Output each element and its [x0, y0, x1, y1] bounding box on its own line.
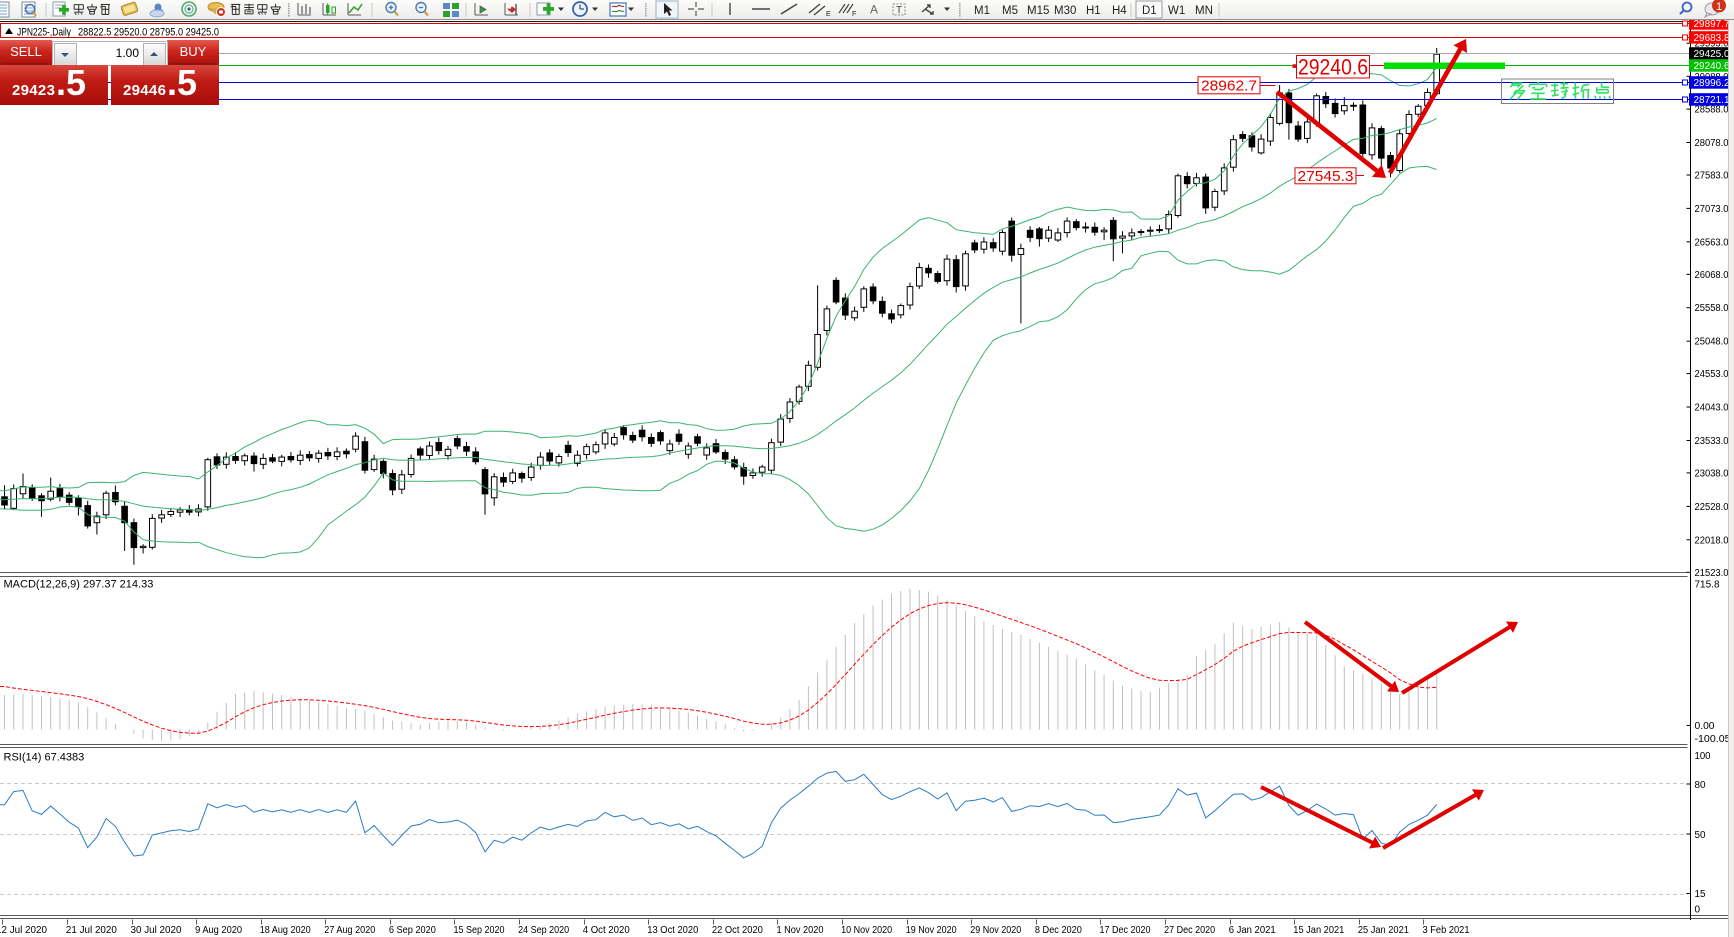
svg-text:23038.0: 23038.0: [1695, 468, 1729, 479]
svg-text:H1: H1: [1086, 5, 1101, 17]
svg-text:28996.2: 28996.2: [1694, 78, 1730, 89]
svg-text:M5: M5: [1002, 5, 1018, 17]
svg-text:18 Aug 2020: 18 Aug 2020: [260, 924, 311, 936]
svg-text:80: 80: [1695, 780, 1706, 791]
svg-text:29897.7: 29897.7: [1694, 19, 1730, 30]
svg-text:JPN225-,Daily: JPN225-,Daily: [17, 27, 71, 39]
svg-text:26068.0: 26068.0: [1695, 270, 1729, 281]
svg-text:27 Dec 2020: 27 Dec 2020: [1164, 924, 1215, 936]
svg-text:50: 50: [1695, 830, 1706, 841]
svg-text:6 Jan 2021: 6 Jan 2021: [1229, 924, 1276, 936]
svg-text:28078.0: 28078.0: [1695, 138, 1729, 149]
svg-text:715.8: 715.8: [1695, 580, 1720, 591]
svg-text:13 Oct 2020: 13 Oct 2020: [647, 924, 698, 936]
svg-text:29683.8: 29683.8: [1694, 33, 1730, 44]
svg-text:29593.0: 29593.0: [1695, 39, 1729, 50]
svg-text:12 Jul 2020: 12 Jul 2020: [0, 924, 47, 936]
svg-text:29 Nov 2020: 29 Nov 2020: [970, 924, 1021, 936]
svg-text:24553.0: 24553.0: [1695, 369, 1729, 380]
svg-text:4 Oct 2020: 4 Oct 2020: [583, 924, 630, 936]
svg-text:0.00: 0.00: [1695, 721, 1715, 732]
svg-text:22018.0: 22018.0: [1695, 535, 1729, 546]
svg-text:25048.0: 25048.0: [1695, 337, 1729, 348]
svg-text:1: 1: [1716, 1, 1722, 13]
svg-text:28962.7: 28962.7: [1201, 78, 1257, 95]
svg-text:MACD(12,26,9) 297.37 214.33: MACD(12,26,9) 297.37 214.33: [4, 579, 154, 591]
svg-text:6 Sep 2020: 6 Sep 2020: [389, 924, 436, 936]
svg-text:27545.3: 27545.3: [1298, 168, 1354, 185]
svg-text:24 Sep 2020: 24 Sep 2020: [518, 924, 569, 936]
svg-text:29240.6: 29240.6: [1694, 61, 1730, 72]
svg-text:8 Dec 2020: 8 Dec 2020: [1035, 924, 1082, 936]
svg-text:A: A: [870, 3, 878, 17]
svg-text:M30: M30: [1054, 5, 1076, 17]
svg-text:RSI(14) 67.4383: RSI(14) 67.4383: [4, 752, 85, 764]
svg-text:100: 100: [1695, 751, 1711, 762]
svg-text:17 Dec 2020: 17 Dec 2020: [1100, 924, 1151, 936]
svg-text:1 Nov 2020: 1 Nov 2020: [777, 924, 824, 936]
svg-text:E: E: [826, 11, 831, 18]
svg-text:MN: MN: [1195, 5, 1213, 17]
svg-text:3 Feb 2021: 3 Feb 2021: [1423, 924, 1470, 936]
svg-text:15 Sep 2020: 15 Sep 2020: [454, 924, 505, 936]
svg-text:25 Jan 2021: 25 Jan 2021: [1358, 924, 1409, 936]
svg-text:F: F: [852, 11, 856, 18]
svg-text:28822.5 29520.0 28795.0 29425.: 28822.5 29520.0 28795.0 29425.0: [78, 27, 219, 39]
svg-text:27583.0: 27583.0: [1695, 171, 1729, 182]
svg-text:28588.0: 28588.0: [1695, 105, 1729, 116]
svg-text:19 Nov 2020: 19 Nov 2020: [906, 924, 957, 936]
svg-text:10 Nov 2020: 10 Nov 2020: [841, 924, 892, 936]
svg-text:21 Jul 2020: 21 Jul 2020: [66, 924, 117, 936]
svg-text:27073.0: 27073.0: [1695, 204, 1729, 215]
svg-text:27 Aug 2020: 27 Aug 2020: [324, 924, 375, 936]
svg-text:0: 0: [1695, 905, 1701, 916]
svg-text:23533.0: 23533.0: [1695, 436, 1729, 447]
svg-text:24043.0: 24043.0: [1695, 403, 1729, 414]
svg-text:29425.0: 29425.0: [1694, 49, 1730, 60]
svg-text:15 Jan 2021: 15 Jan 2021: [1293, 924, 1344, 936]
svg-text:H4: H4: [1112, 5, 1127, 17]
svg-text:M1: M1: [974, 5, 990, 17]
svg-text:M15: M15: [1027, 5, 1049, 17]
svg-text:W1: W1: [1168, 5, 1185, 17]
svg-text:22 Oct 2020: 22 Oct 2020: [712, 924, 763, 936]
svg-text:26563.0: 26563.0: [1695, 237, 1729, 248]
svg-text:-100.05: -100.05: [1695, 734, 1731, 745]
svg-text:D1: D1: [1142, 5, 1157, 17]
svg-text:25558.0: 25558.0: [1695, 303, 1729, 314]
svg-text:21523.0: 21523.0: [1695, 568, 1729, 579]
svg-text:29240.6: 29240.6: [1298, 55, 1368, 80]
svg-text:15: 15: [1695, 889, 1706, 900]
svg-text:30 Jul 2020: 30 Jul 2020: [131, 924, 182, 936]
svg-text:28721.1: 28721.1: [1694, 95, 1730, 106]
svg-text:9 Aug 2020: 9 Aug 2020: [195, 924, 242, 936]
svg-text:T: T: [896, 5, 902, 16]
svg-text:22528.0: 22528.0: [1695, 502, 1729, 513]
